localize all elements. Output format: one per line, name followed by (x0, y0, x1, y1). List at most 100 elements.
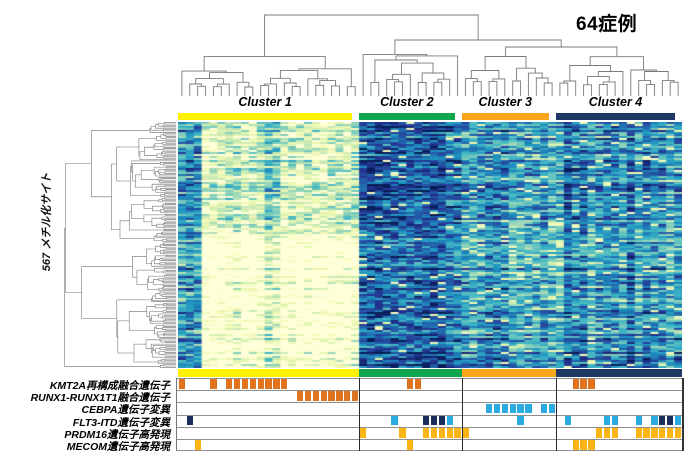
cluster-color-bar-top (0, 113, 700, 120)
annotation-mark (446, 427, 453, 438)
annotation-mark (422, 415, 430, 426)
annotation-mark (517, 403, 524, 414)
annotation-mark (588, 379, 595, 389)
annotation-mark (312, 391, 319, 402)
cluster-bar-segment (461, 113, 549, 120)
annotation-mark (296, 391, 304, 402)
annotation-mark (359, 427, 367, 438)
annotation-mark (257, 379, 264, 389)
cluster-bar-segment (178, 113, 353, 120)
annotation-mark (462, 427, 469, 438)
annotation-mark (611, 427, 619, 438)
annotation-mark (407, 379, 414, 389)
annotation-mark (525, 403, 532, 414)
annotation-row-label: FLT3-ITD遺伝子変異 (72, 416, 170, 429)
annotation-mark (564, 415, 571, 426)
methylation-heatmap (178, 122, 682, 368)
annotation-mark (635, 427, 642, 438)
track-border (176, 378, 177, 451)
annotation-mark (194, 440, 201, 450)
annotation-row (176, 402, 683, 415)
top-dendrogram (181, 14, 679, 96)
annotation-row (176, 390, 683, 403)
cluster-bar-segment (556, 113, 675, 120)
annotation-mark (178, 379, 186, 389)
cluster-bar-segment (556, 369, 682, 377)
annotation-mark (226, 379, 233, 389)
annotation-mark (210, 379, 217, 389)
cluster-bar-segment (359, 113, 455, 120)
annotation-mark (233, 379, 241, 389)
annotation-mark (604, 427, 611, 438)
annotation-mark (651, 427, 658, 438)
annotation-mark (517, 415, 524, 426)
cluster-label: Cluster 1 (238, 95, 292, 109)
annotation-mark (501, 403, 508, 414)
annotation-row-label: PRDM16遺伝子高発現 (64, 428, 170, 441)
annotation-row-label: KMT2A再構成融合遺伝子 (49, 380, 170, 393)
annotation-mark (485, 403, 493, 414)
annotation-mark (430, 427, 438, 438)
annotation-mark (643, 427, 650, 438)
annotation-mark (438, 427, 445, 438)
annotation-mark (596, 427, 603, 438)
annotation-mark (493, 403, 501, 414)
track-border (682, 378, 684, 451)
annotation-mark (659, 427, 666, 438)
annotation-mark (241, 379, 249, 389)
cluster-label: Cluster 3 (478, 95, 533, 109)
annotation-mark (186, 415, 193, 426)
cluster-bar-segment (359, 369, 462, 377)
annotation-row-label: CEBPA遺伝子変異 (81, 404, 170, 417)
annotation-mark (281, 379, 288, 389)
annotation-row-label: MECOM遺伝子高発現 (66, 440, 170, 453)
annotation-mark (454, 427, 461, 438)
annotation-mark (580, 379, 587, 389)
annotation-mark (249, 379, 256, 389)
annotation-mark (422, 427, 430, 438)
cluster-divider-line (556, 378, 558, 451)
cluster-divider-line (461, 378, 463, 451)
annotation-mark (438, 415, 445, 426)
annotation-row-label: RUNX1-RUNX1T1融合遺伝子 (30, 392, 170, 405)
annotation-mark (265, 379, 272, 389)
cluster-bar-segment (461, 369, 556, 377)
cluster-bar-segment (178, 369, 360, 377)
annotation-mark (415, 379, 422, 389)
annotation-mark (304, 391, 312, 402)
annotation-mark (588, 440, 595, 450)
annotation-mark (541, 403, 548, 414)
annotation-mark (580, 440, 587, 450)
annotation-mark (635, 415, 642, 426)
annotation-mark (611, 415, 619, 426)
left-dendrogram (64, 122, 176, 368)
annotation-mark (674, 427, 682, 438)
annotation-mark (407, 440, 414, 450)
annotation-mark (446, 415, 453, 426)
annotation-mark (651, 415, 658, 426)
annotation-mark (352, 391, 359, 402)
cluster-label: Cluster 4 (588, 95, 643, 109)
annotation-mark (328, 391, 335, 402)
annotation-mark (430, 415, 438, 426)
annotation-mark (674, 415, 682, 426)
cluster-color-bar-bottom (0, 369, 700, 377)
annotation-mark (509, 403, 516, 414)
cluster-label: Cluster 2 (380, 95, 434, 109)
annotation-mark (548, 403, 556, 414)
annotation-mark (273, 379, 280, 389)
annotation-mark (667, 415, 674, 426)
cluster-divider-line (359, 378, 361, 451)
case-count-title: 64症例 (576, 14, 638, 35)
annotation-mark (659, 415, 666, 426)
annotation-mark (572, 440, 579, 450)
annotation-mark (572, 379, 579, 389)
annotation-mark (667, 427, 674, 438)
annotation-row (176, 438, 683, 451)
annotation-mark (391, 415, 398, 426)
annotation-mark (399, 427, 406, 438)
annotation-mark (604, 415, 611, 426)
annotation-mark (320, 391, 327, 402)
annotation-track-labels: KMT2A再構成融合遺伝子 RUNX1-RUNX1T1融合遺伝子 CEBPA遺伝子変… (0, 0, 172, 456)
